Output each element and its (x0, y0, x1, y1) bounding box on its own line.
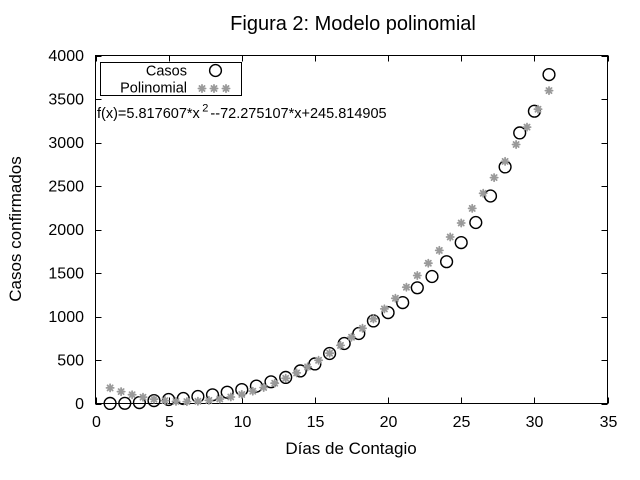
polinomial-point (182, 397, 192, 407)
legend: Casos Polinomial (100, 62, 242, 97)
polinomial-point (544, 86, 554, 96)
casos-point (279, 370, 293, 385)
casos-point (103, 396, 117, 411)
casos-marker-icon (208, 63, 223, 78)
x-tick-label: 0 (92, 414, 101, 431)
polinomial-point (171, 396, 181, 406)
x-axis-label: Días de Contagio (285, 439, 416, 458)
legend-box (100, 62, 242, 96)
polinomial-point (314, 355, 324, 365)
y-tick-label: 3000 (48, 135, 84, 152)
polinomial-point (423, 258, 433, 268)
polinomial-point (127, 390, 137, 400)
y-axis-label: Casos confirmados (6, 156, 25, 302)
polinomial-point (248, 386, 258, 396)
legend-asterisk (209, 84, 219, 93)
polinomial-point (368, 314, 378, 324)
casos-point (323, 346, 337, 361)
polinomial-point (511, 139, 521, 150)
y-tick-label: 1000 (48, 309, 84, 326)
legend-label-polinomial: Polinomial (120, 81, 187, 97)
polinomial-point (390, 293, 400, 303)
fit-equation-prefix: f(x)=5.817607*x (97, 106, 201, 122)
polinomial-point (412, 270, 422, 281)
polinomial-point (160, 396, 170, 406)
y-tick-label: 4000 (48, 48, 84, 65)
polinomial-point (226, 392, 236, 402)
y-tick-label: 2500 (48, 179, 84, 196)
polinomial-point (303, 362, 313, 372)
y-tick-label: 1500 (48, 266, 84, 283)
polinomial-point (215, 394, 225, 404)
polinomial-point (445, 232, 455, 242)
fit-equation-suffix: --72.275107*x+245.814905 (210, 106, 386, 122)
y-tick-label: 0 (75, 396, 84, 413)
polinomial-point (434, 245, 444, 255)
polinomial-point (292, 368, 302, 378)
polinomial-point (379, 304, 389, 314)
polinomial-point (500, 156, 510, 166)
casos-point (513, 126, 527, 140)
plot-border (95, 55, 608, 404)
polinomial-point (467, 203, 477, 213)
x-tick-label: 5 (165, 414, 174, 431)
casos-series (103, 67, 556, 411)
polinomial-point (193, 396, 203, 406)
casos-point (308, 357, 322, 371)
polinomial-point (489, 173, 499, 183)
casos-point (454, 236, 468, 250)
casos-point (118, 396, 132, 410)
casos-point (469, 215, 483, 230)
x-tick-label: 20 (380, 414, 398, 431)
polinomial-point (533, 104, 543, 114)
polinomial-point (522, 122, 532, 132)
fit-equation-label: f(x)=5.817607*x 2 --72.275107*x+245.814905 (97, 103, 387, 123)
y-tick-label: 3500 (48, 92, 84, 109)
y-axis-ticks: 0 500 1000 1500 2000 2500 3000 3500 4000 (48, 48, 608, 413)
polinomial-point (116, 387, 126, 397)
casos-point (381, 306, 395, 320)
casos-point (396, 296, 410, 310)
polinomial-point (204, 395, 214, 405)
casos-point (542, 67, 556, 82)
casos-point (425, 269, 439, 284)
polinomial-point (335, 340, 346, 350)
polinomial-point (357, 323, 368, 333)
polinomial-point (270, 378, 280, 388)
polinomial-point (281, 373, 291, 383)
x-tick-label: 25 (453, 414, 471, 431)
polinomial-point (237, 389, 247, 399)
casos-point (220, 385, 234, 399)
x-tick-label: 10 (234, 414, 252, 431)
x-tick-label: 35 (600, 414, 618, 431)
casos-point (410, 281, 424, 295)
x-axis-ticks: 0 5 10 15 20 25 30 35 (92, 55, 618, 431)
polinomial-point (346, 332, 357, 342)
polinomial-point (456, 218, 466, 228)
polinomial-point (478, 188, 488, 198)
polinomial-point (325, 348, 335, 358)
x-tick-label: 30 (526, 414, 544, 431)
polinomial-point (105, 383, 115, 393)
legend-asterisk (221, 84, 231, 93)
polinomial-point (138, 392, 148, 402)
legend-label-casos: Casos (146, 64, 187, 80)
y-tick-label: 2000 (48, 222, 84, 239)
legend-asterisk (197, 84, 207, 93)
polinomial-point (401, 282, 411, 292)
polinomial-point (259, 382, 269, 393)
polinomial-marker-icon (197, 84, 231, 93)
casos-point (483, 189, 498, 203)
x-tick-label: 15 (307, 414, 325, 431)
y-tick-label: 500 (57, 353, 84, 370)
polinomial-point (149, 394, 159, 404)
chart-title: Figura 2: Modelo polinomial (230, 13, 476, 35)
casos-point (440, 255, 454, 269)
fit-equation-superscript: 2 (202, 103, 208, 115)
polinomial-series (105, 86, 554, 407)
